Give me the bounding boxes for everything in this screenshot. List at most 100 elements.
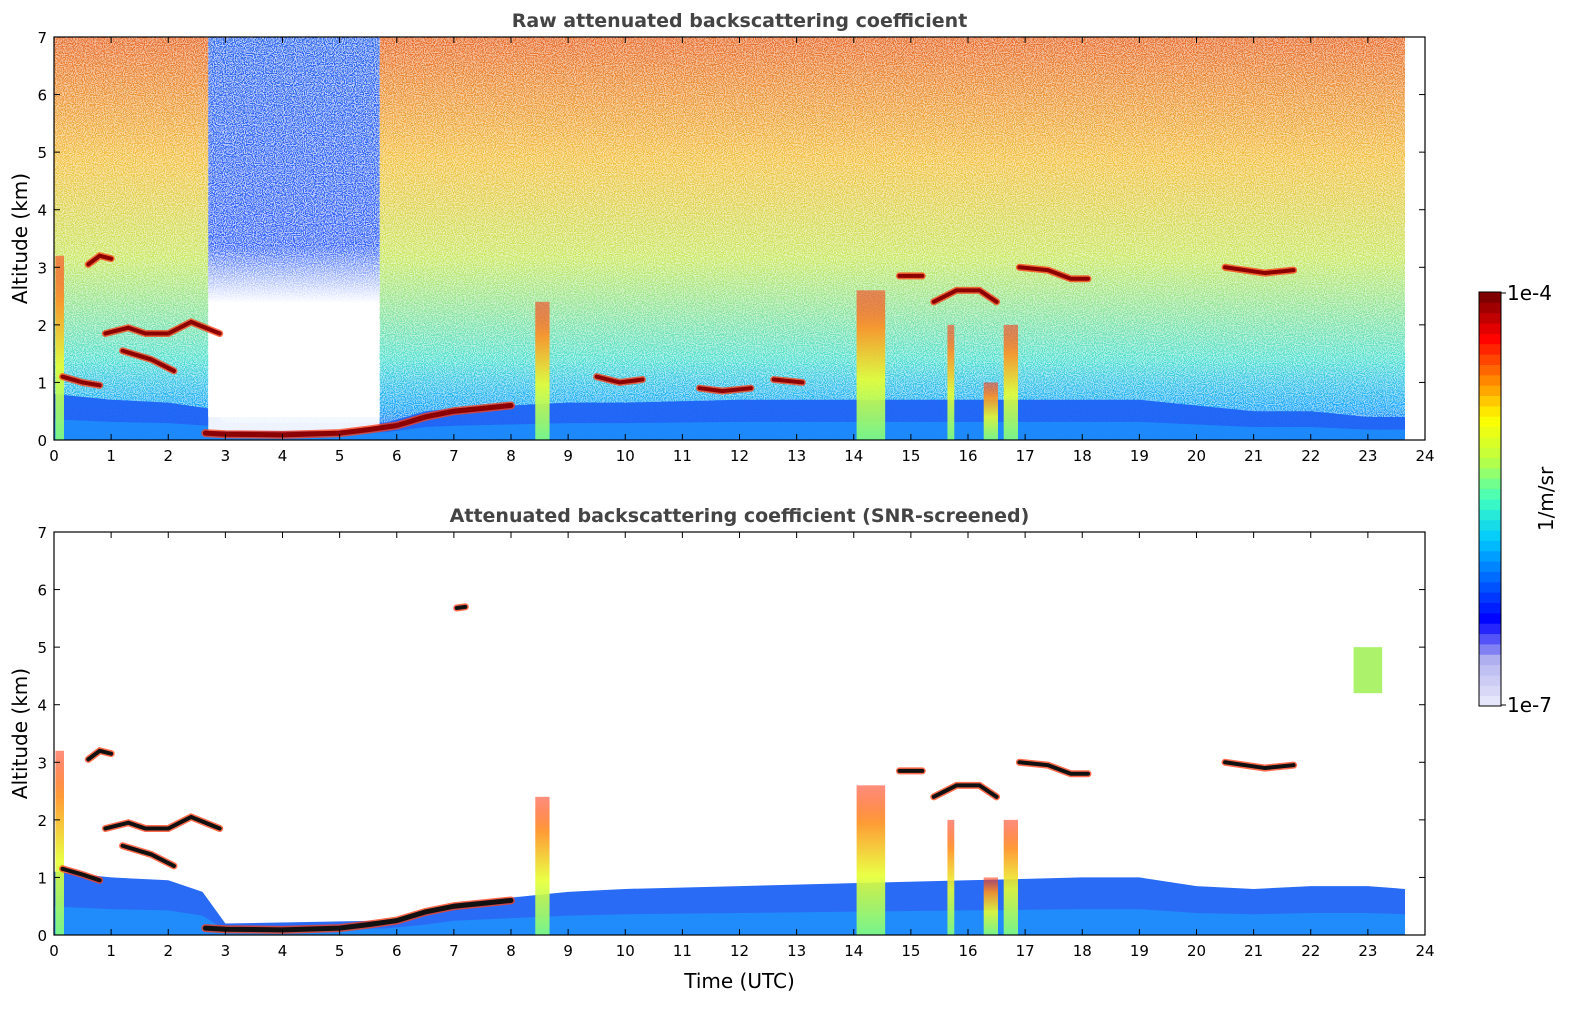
x-tick-label: 13 [787,942,806,960]
y-axis-label-raw: Altitude (km) [8,173,32,304]
fog-layer [202,402,514,438]
cloud-layer [454,604,468,610]
colorbar-step [1479,602,1501,614]
colorbar-step [1479,354,1501,365]
x-tick-label: 23 [1358,447,1377,465]
y-tick-label: 7 [37,29,47,47]
y-tick-label: 2 [37,317,47,335]
y-tick-label: 5 [37,639,47,657]
plume [55,255,64,440]
x-tick-label: 11 [673,447,692,465]
x-tick-label: 6 [392,942,402,960]
x-tick-label: 18 [1073,447,1092,465]
colorbar-step [1479,374,1501,386]
y-tick-label: 1 [37,374,47,392]
colorbar-step [1479,395,1501,407]
colorbar-step [1479,447,1501,459]
x-tick-label: 0 [49,942,59,960]
x-tick-label: 7 [449,942,459,960]
y-tick-label: 0 [37,927,47,945]
cloud-layer [771,377,805,385]
cloud-layer [120,348,176,373]
colorbar-step [1479,333,1501,345]
x-tick-label: 9 [563,447,573,465]
precipitation-gap-clear [208,382,380,431]
x-tick-label: 4 [278,447,288,465]
x-tick-label: 24 [1415,942,1434,960]
cloud-layer [931,783,999,799]
colorbar-step [1479,488,1501,500]
colorbar-step [1479,416,1501,428]
aerosol-patch [1353,647,1383,694]
colorbar-step [1479,385,1501,396]
x-tick-label: 10 [616,447,635,465]
colorbar-step [1479,612,1501,624]
colorbar-max-label: 1e-4 [1507,281,1552,305]
plot-frame-snr [53,531,1426,936]
colorbar-step [1479,312,1501,324]
x-tick-label: 11 [673,942,692,960]
boundary-layer-core [54,419,1406,440]
x-tick-label: 16 [958,942,977,960]
x-tick-label: 15 [901,942,920,960]
x-axis-label: Time (UTC) [683,969,795,993]
x-tick-label: 1 [106,942,116,960]
x-tick-label: 23 [1358,942,1377,960]
cloud-layer [120,843,176,868]
x-tick-label: 22 [1301,942,1320,960]
plume [535,301,550,440]
x-tick-label: 14 [844,942,863,960]
x-tick-label: 3 [221,447,231,465]
x-tick-label: 21 [1244,447,1263,465]
x-tick-label: 12 [730,447,749,465]
cloud-layer [103,319,222,336]
colorbar-step [1479,457,1501,469]
plume [983,382,998,440]
y-tick-label: 4 [37,697,47,715]
x-tick-label: 20 [1187,447,1206,465]
x-tick-label: 18 [1073,942,1092,960]
colorbar-step [1479,292,1501,303]
x-tick-label: 8 [506,447,516,465]
colorbar-step [1479,654,1501,666]
x-tick-label: 2 [163,447,173,465]
colorbar-step [1479,467,1501,479]
plume [55,750,64,935]
x-tick-label: 10 [616,942,635,960]
colorbar-step [1479,685,1501,697]
x-tick-label: 16 [958,447,977,465]
x-tick-label: 19 [1130,942,1149,960]
cloud-layer [697,386,753,394]
y-tick-label: 2 [37,812,47,830]
boundary-layer-core [54,906,1406,935]
colorbar-step [1479,623,1501,635]
cloud-layer [86,748,114,762]
plume [856,290,886,440]
colorbar-step [1479,364,1501,376]
colorbar-unit-label: 1/m/sr [1534,466,1558,531]
colorbar-step [1479,478,1501,490]
colorbar: 1e-4 1e-7 1/m/sr [1478,281,1558,717]
colorbar-step [1479,695,1501,707]
y-tick-label: 7 [37,524,47,542]
colorbar-step [1479,581,1501,593]
x-tick-label: 22 [1301,447,1320,465]
plume [1003,324,1018,440]
cloud-layer [86,253,114,267]
x-tick-label: 24 [1415,447,1434,465]
axis-ticks-raw: 0 1 2 3 4 5 6 7 8 9 10 11 12 13 14 15 16 17 18 19 20 21 22 23 24… [37,29,1434,465]
colorbar-step [1479,323,1501,334]
colorbar-step [1479,343,1501,355]
cloud-layer [931,288,999,304]
cloud-layer [60,866,102,883]
x-tick-label: 1 [106,447,116,465]
colorbar-step [1479,592,1501,603]
x-tick-label: 15 [901,447,920,465]
colorbar-step [1479,561,1501,572]
colorbar-min-label: 1e-7 [1507,693,1552,717]
plume [535,796,550,935]
y-tick-label: 3 [37,259,47,277]
heatmap-snr [54,603,1406,935]
